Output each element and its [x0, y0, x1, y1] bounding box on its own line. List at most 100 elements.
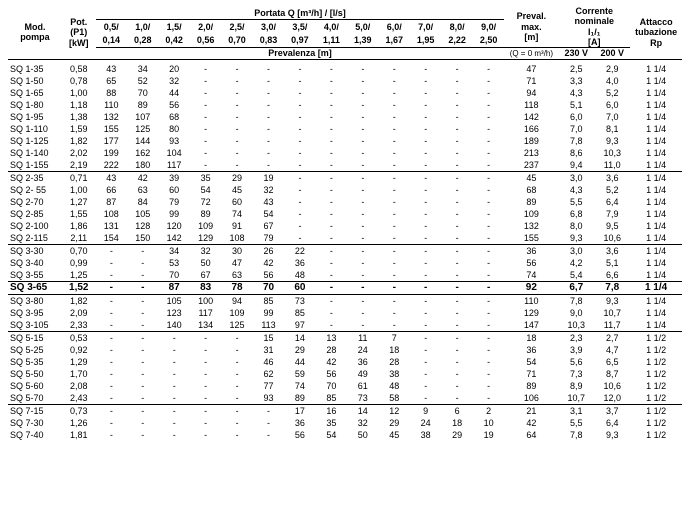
cell: -: [379, 159, 410, 172]
cell: 64: [504, 429, 558, 441]
cell: -: [473, 307, 505, 319]
cell: -: [284, 208, 315, 220]
cell: 3,9: [558, 344, 594, 356]
cell: -: [441, 344, 472, 356]
cell: 68: [504, 184, 558, 196]
cell: 89: [127, 99, 158, 111]
cell: -: [221, 63, 252, 75]
cell: -: [316, 208, 347, 220]
cell: -: [190, 159, 221, 172]
cell: -: [221, 368, 252, 380]
cell: 99: [253, 307, 284, 319]
cell: 10,3: [558, 319, 594, 332]
cell: 1,81: [62, 429, 96, 441]
cell: 77: [253, 380, 284, 392]
cell: -: [316, 75, 347, 87]
cell: 15: [253, 331, 284, 344]
table-row: SQ 7-401,81------56545045382919647,89,31…: [8, 429, 682, 441]
cell: 42: [504, 417, 558, 429]
cell: -: [410, 281, 441, 294]
cell: 1,18: [62, 99, 96, 111]
cell: -: [284, 220, 315, 232]
cell-model: SQ 1-140: [8, 147, 62, 159]
cell: 0,58: [62, 63, 96, 75]
cell: 177: [96, 135, 127, 147]
cell: -: [441, 331, 472, 344]
cell: 20: [158, 63, 189, 75]
cell: 1 1/4: [630, 220, 682, 232]
cell: 60: [284, 281, 315, 294]
cell: 49: [347, 368, 378, 380]
cell: 1,27: [62, 196, 96, 208]
cell: 1 1/4: [630, 232, 682, 245]
cell: 0,99: [62, 257, 96, 269]
cell: 42: [127, 171, 158, 184]
cell: 24: [410, 417, 441, 429]
cell: -: [96, 380, 127, 392]
hdr-230v: 230 V: [558, 48, 594, 59]
cell: -: [253, 87, 284, 99]
cell: 2,11: [62, 232, 96, 245]
cell: 9: [410, 404, 441, 417]
table-body: SQ 1-350,58433420----------472,52,91 1/4…: [8, 59, 682, 441]
cell: -: [473, 344, 505, 356]
cell: -: [253, 404, 284, 417]
cell: 120: [158, 220, 189, 232]
cell: 94: [221, 294, 252, 307]
cell: -: [96, 319, 127, 332]
cell: -: [96, 417, 127, 429]
cell: 45: [221, 184, 252, 196]
cell: 110: [96, 99, 127, 111]
cell: -: [127, 281, 158, 294]
cell: 9,4: [558, 159, 594, 172]
cell: 2,3: [558, 331, 594, 344]
cell: 166: [504, 123, 558, 135]
cell-model: SQ 5-15: [8, 331, 62, 344]
cell: -: [127, 244, 158, 257]
cell: 1 1/4: [630, 99, 682, 111]
cell: 3,3: [558, 75, 594, 87]
cell: -: [190, 111, 221, 123]
cell: -: [221, 344, 252, 356]
cell: 132: [96, 111, 127, 123]
table-row: SQ 3-300,70--3432302622------363,03,61 1…: [8, 244, 682, 257]
cell: -: [158, 392, 189, 405]
hdr-conn: AttaccotubazioneRp: [630, 6, 682, 59]
cell: 0,73: [62, 404, 96, 417]
cell: -: [127, 257, 158, 269]
cell: -: [316, 123, 347, 135]
cell: 2,19: [62, 159, 96, 172]
cell: 50: [347, 429, 378, 441]
cell: 199: [96, 147, 127, 159]
cell: 189: [504, 135, 558, 147]
cell: -: [410, 220, 441, 232]
cell: -: [221, 123, 252, 135]
cell: -: [410, 147, 441, 159]
cell: -: [316, 184, 347, 196]
cell: -: [410, 257, 441, 269]
cell: 47: [221, 257, 252, 269]
table-row: SQ 2-701,27878479726043-------895,56,41 …: [8, 196, 682, 208]
cell: 4,7: [594, 344, 630, 356]
cell: 8,0: [558, 220, 594, 232]
cell-model: SQ 1-35: [8, 63, 62, 75]
cell: 1 1/2: [630, 417, 682, 429]
cell: -: [316, 220, 347, 232]
table-header: Mod.pompa Pot.(P1)[kW] Portata Q [m³/h] …: [8, 6, 682, 59]
cell: 62: [253, 368, 284, 380]
cell: -: [441, 147, 472, 159]
cell: 1,26: [62, 417, 96, 429]
cell: 67: [190, 269, 221, 282]
cell: 65: [96, 75, 127, 87]
cell: 237: [504, 159, 558, 172]
table-row: SQ 1-951,3813210768----------1426,07,01 …: [8, 111, 682, 123]
cell: -: [473, 184, 505, 196]
cell: -: [441, 123, 472, 135]
cell: -: [473, 171, 505, 184]
cell: -: [316, 135, 347, 147]
cell: -: [347, 269, 378, 282]
cell: 4,2: [558, 257, 594, 269]
cell: 1 1/4: [630, 135, 682, 147]
cell: -: [127, 380, 158, 392]
cell: -: [127, 294, 158, 307]
